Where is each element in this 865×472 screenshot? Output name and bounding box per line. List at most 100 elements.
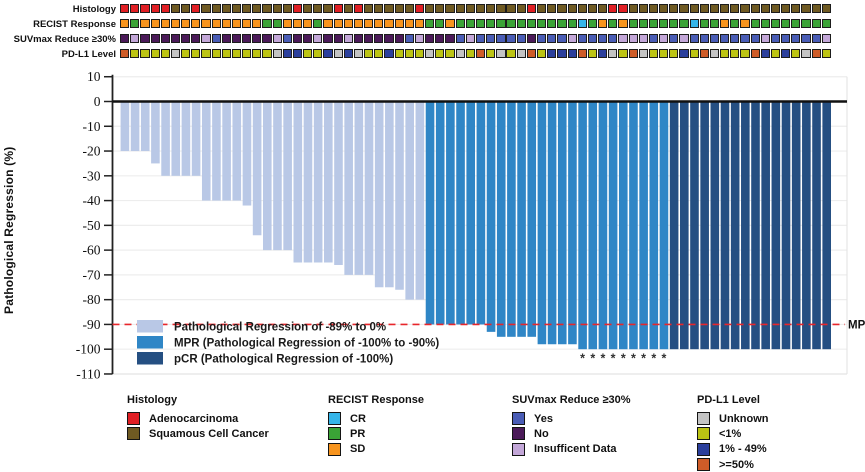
heatmap-cell [475, 33, 486, 43]
heatmap-cell [669, 33, 679, 43]
heatmap-cell [181, 18, 191, 28]
heatmap-cell [598, 18, 608, 28]
heatmap-cell [791, 33, 801, 43]
heatmap-cell [811, 48, 821, 58]
legend-title-suvmax: SUVmax Reduce ≥30% [512, 394, 631, 406]
heatmap-cell [699, 18, 709, 28]
heatmap-cell [750, 3, 760, 13]
heatmap-cell [231, 33, 242, 43]
legend-group-recist: RECIST Response CR PR SD [328, 394, 424, 457]
heatmap-cell [435, 3, 445, 13]
bar [161, 101, 170, 176]
heatmap-cell [577, 33, 587, 43]
heatmap-cell [750, 18, 760, 28]
bar [730, 101, 740, 350]
legend-item-suvmax: Insufficent Data [512, 442, 631, 457]
chart-legend-swatch [137, 320, 163, 333]
legend-swatch [512, 427, 525, 441]
heatmap-cell [709, 3, 720, 13]
heatmap-cell [364, 18, 374, 28]
bar [507, 101, 516, 337]
chart-legend-label: Pathological Regression of -89% to 0% [174, 322, 386, 334]
heatmap-cell [272, 48, 282, 58]
asterisk: * [631, 352, 636, 366]
heatmap-cell [506, 18, 516, 28]
heatmap-cell [801, 48, 811, 58]
heatmap-cell [516, 18, 526, 28]
heatmap-cell [526, 48, 537, 58]
heatmap-cell [709, 33, 720, 43]
heatmap-cell [465, 33, 475, 43]
legend-item-label: <1% [719, 427, 742, 440]
heatmap-cell [323, 18, 333, 28]
heatmap-cell [394, 3, 404, 13]
heatmap-cell [201, 18, 211, 28]
heatmap-cell [740, 33, 750, 43]
heatmap-cell [638, 18, 648, 28]
heatmap-cell [313, 3, 323, 13]
heatmap-cell [648, 48, 659, 58]
bar [446, 101, 455, 325]
heatmap-cell [353, 48, 364, 58]
bar [242, 101, 252, 206]
heatmap-cell [659, 3, 669, 13]
heatmap-cell [740, 48, 750, 58]
heatmap-cell [516, 3, 526, 13]
heatmap-cell [384, 3, 394, 13]
mpr-label: MPR [848, 319, 865, 331]
heatmap-cell [414, 33, 425, 43]
heatmap-cell [608, 18, 618, 28]
bar [618, 101, 628, 350]
heatmap-cell [516, 48, 526, 58]
bar [680, 101, 689, 350]
heatmap-cell [170, 48, 181, 58]
heatmap-cell [791, 3, 801, 13]
heatmap-cell [201, 33, 211, 43]
heatmap-cell [486, 3, 496, 13]
heatmap-cell [679, 48, 689, 58]
heatmap-cell [791, 48, 801, 58]
heatmap-cell [353, 3, 364, 13]
heatmap-cell [475, 3, 486, 13]
heatmap-cell [750, 48, 760, 58]
heatmap-cell [221, 18, 231, 28]
heatmap-cell [384, 48, 394, 58]
heatmap-cell [770, 3, 781, 13]
bar [385, 101, 394, 288]
heatmap-cell [537, 48, 547, 58]
legend-swatch [512, 412, 525, 426]
bar [334, 101, 343, 265]
heatmap-cell [323, 3, 333, 13]
heatmap-cell [435, 18, 445, 28]
heatmap-cell [394, 33, 404, 43]
heatmap-cell [384, 18, 394, 28]
heatmap-cell [231, 18, 242, 28]
heatmap-cell [689, 33, 699, 43]
bar [771, 101, 781, 350]
bar [151, 101, 160, 164]
legend-swatch [697, 427, 710, 441]
heatmap-cell [537, 33, 547, 43]
heatmap-cell [760, 48, 770, 58]
heatmap-cell [781, 18, 791, 28]
heatmap-cell [181, 48, 191, 58]
heatmap-cell [262, 18, 272, 28]
heatmap-cell [821, 18, 831, 28]
heatmap-cell [465, 18, 475, 28]
heatmap-cell [242, 48, 252, 58]
heatmap-cell [282, 18, 292, 28]
asterisk: * [611, 352, 616, 366]
heatmap-cell [587, 48, 598, 58]
legend-item-recist: CR [328, 411, 424, 426]
bar [191, 101, 201, 176]
heatmap-cell [323, 48, 333, 58]
legend-item-label: Squamous Cell Cancer [149, 427, 269, 440]
heatmap-cell [486, 18, 496, 28]
heatmap-cell [618, 48, 628, 58]
legend-item-label: PR [350, 427, 366, 440]
heatmap-cell [781, 3, 791, 13]
heatmap-cell [669, 18, 679, 28]
bar [781, 101, 791, 350]
heatmap-cell [486, 48, 496, 58]
bar [629, 101, 638, 350]
